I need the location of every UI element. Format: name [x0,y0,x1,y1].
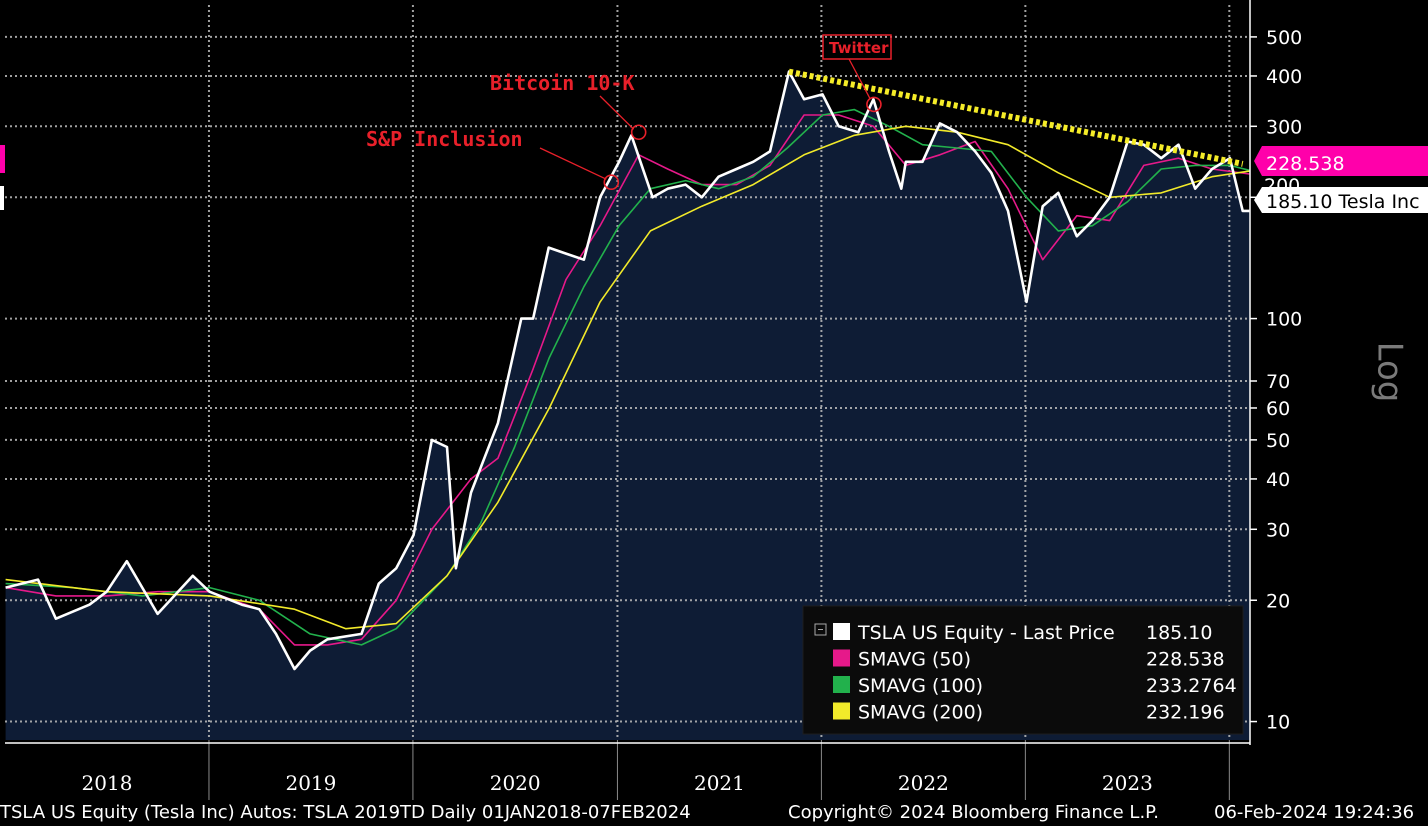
footer: TSLA US Equity (Tesla Inc) Autos: TSLA 2… [0,802,1414,823]
y-tick-label-60: 60 [1266,398,1290,420]
y-tick-label-30: 30 [1266,519,1290,541]
legend-series-name-3: SMAVG (200) [858,702,983,724]
series-line-smavg-100 [5,108,1250,646]
y-tick-label-300: 300 [1266,116,1302,138]
y-tick-label-10: 10 [1266,712,1290,734]
x-year-label-2020: 2020 [490,771,541,795]
annotation-marker-1 [603,174,620,190]
annotation-label-twitter: Twitter [829,39,889,57]
y-tick-label-50: 50 [1266,430,1290,452]
footer-timestamp: 06-Feb-2024 19:24:36 [1214,802,1414,823]
y-tick-label-20: 20 [1266,590,1290,612]
legend-swatch-1 [833,649,850,667]
legend-box [802,605,1244,735]
left-sma-tag-edge [0,145,5,173]
x-year-label-2021: 2021 [694,771,745,795]
sma50-price-tag [1254,146,1428,176]
legend-swatch-0 [833,623,850,640]
legend-series-value-0: 185.10 [1146,622,1212,644]
annotation-box-twitter [822,34,892,60]
legend-series-name-2: SMAVG (100) [858,675,983,697]
price-tags-layer: 200 228.538 185.10 Tesla Inc [0,145,1428,213]
legend-collapse-icon[interactable] [814,623,827,636]
x-year-label-2019: 2019 [285,771,336,795]
last-price-tag-text: 185.10 Tesla Inc [1266,191,1420,213]
series-lines-layer [5,70,1250,671]
annotation-marker-0 [630,124,647,141]
footer-copyright: Copyright© 2024 Bloomberg Finance L.P. [788,802,1159,823]
axis-layer: 1020304050607010020030040050020182019202… [5,0,1302,800]
annotation-leader-twitter [848,58,871,99]
legend-series-value-3: 232.196 [1146,702,1225,724]
last-price-tag [1254,187,1428,213]
y-tick-label-400: 400 [1266,66,1302,88]
y-tick-label-100: 100 [1266,309,1302,331]
y-tick-label-70: 70 [1266,371,1290,393]
legend: TSLA US Equity - Last Price 185.10 SMAVG (… [802,605,1244,735]
series-line-smavg-50 [5,114,1250,646]
annotation-layer: Bitcoin 10-K S&P Inclusion Twitter [366,34,892,190]
annotation-marker-2 [866,96,882,113]
legend-series-name-0: TSLA US Equity - Last Price [857,622,1115,644]
legend-series-value-1: 228.538 [1146,649,1225,671]
footer-security-info: TSLA US Equity (Tesla Inc) Autos: TSLA 2… [0,802,691,823]
y-tick-label-40: 40 [1266,469,1290,491]
y-tick-label-500: 500 [1266,27,1302,49]
annotation-label-1: S&P Inclusion [366,127,523,151]
legend-swatch-2 [833,676,850,693]
series-line-last-price [5,70,1250,671]
legend-series-value-2: 233.2764 [1146,675,1237,697]
legend-swatch-3 [833,702,850,720]
price-area-fill [5,71,1250,741]
annotation-leader-1 [539,147,607,180]
annotation-leader-0 [599,95,635,130]
x-year-label-2018: 2018 [82,771,133,795]
x-year-label-2023: 2023 [1102,771,1153,795]
x-year-label-2022: 2022 [898,771,949,795]
left-price-tag-edge [0,186,4,210]
annotation-label-0: Bitcoin 10-K [490,71,635,95]
price-area-layer [5,71,1250,741]
legend-series-name-1: SMAVG (50) [858,649,971,671]
sma50-price-tag-text: 228.538 [1266,153,1345,175]
series-line-smavg-200 [5,125,1250,630]
log-scale-label: Log [1370,342,1410,403]
